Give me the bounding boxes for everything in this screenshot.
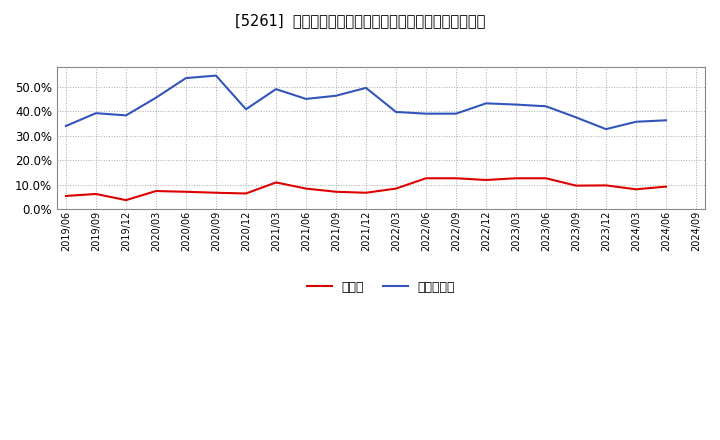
Line: 現限金: 現限金 [66,178,666,200]
有利子負債 [242,106,251,112]
有利子負債 [662,117,670,123]
現限金 [212,190,220,195]
有利子負債 [631,119,640,125]
有利子負債 [91,110,100,116]
有利子負債 [152,95,161,100]
現限金 [91,191,100,197]
有利子負債 [181,75,190,81]
有利子負債 [482,101,490,106]
Text: [5261]  現限金、有利子負債の総資産に対する比率の推移: [5261] 現限金、有利子負債の総資産に対する比率の推移 [235,13,485,28]
現限金 [62,193,71,198]
現限金 [181,189,190,194]
有利子負債 [572,115,580,120]
有利子負債 [451,111,460,116]
有利子負債 [302,96,310,102]
現限金 [451,176,460,181]
現限金 [332,189,341,194]
現限金 [572,183,580,188]
有利子負債 [122,113,130,118]
現限金 [662,184,670,189]
有利子負債 [392,109,400,114]
Legend: 現限金, 有利子負債: 現限金, 有利子負債 [302,275,460,298]
有利子負債 [512,102,521,107]
現限金 [122,198,130,203]
現限金 [242,191,251,196]
有利子負債 [361,85,370,91]
現限金 [512,176,521,181]
現限金 [271,180,280,185]
現限金 [361,190,370,195]
現限金 [152,188,161,194]
現限金 [602,183,611,188]
現限金 [541,176,550,181]
有利子負債 [212,73,220,78]
現限金 [482,177,490,183]
現限金 [392,186,400,191]
現限金 [302,186,310,191]
有利子負債 [332,93,341,99]
現限金 [631,187,640,192]
有利子負債 [271,87,280,92]
有利子負債 [422,111,431,116]
有利子負債 [62,123,71,128]
有利子負債 [541,104,550,109]
有利子負債 [602,126,611,132]
Line: 有利子負債: 有利子負債 [66,76,666,129]
現限金 [422,176,431,181]
